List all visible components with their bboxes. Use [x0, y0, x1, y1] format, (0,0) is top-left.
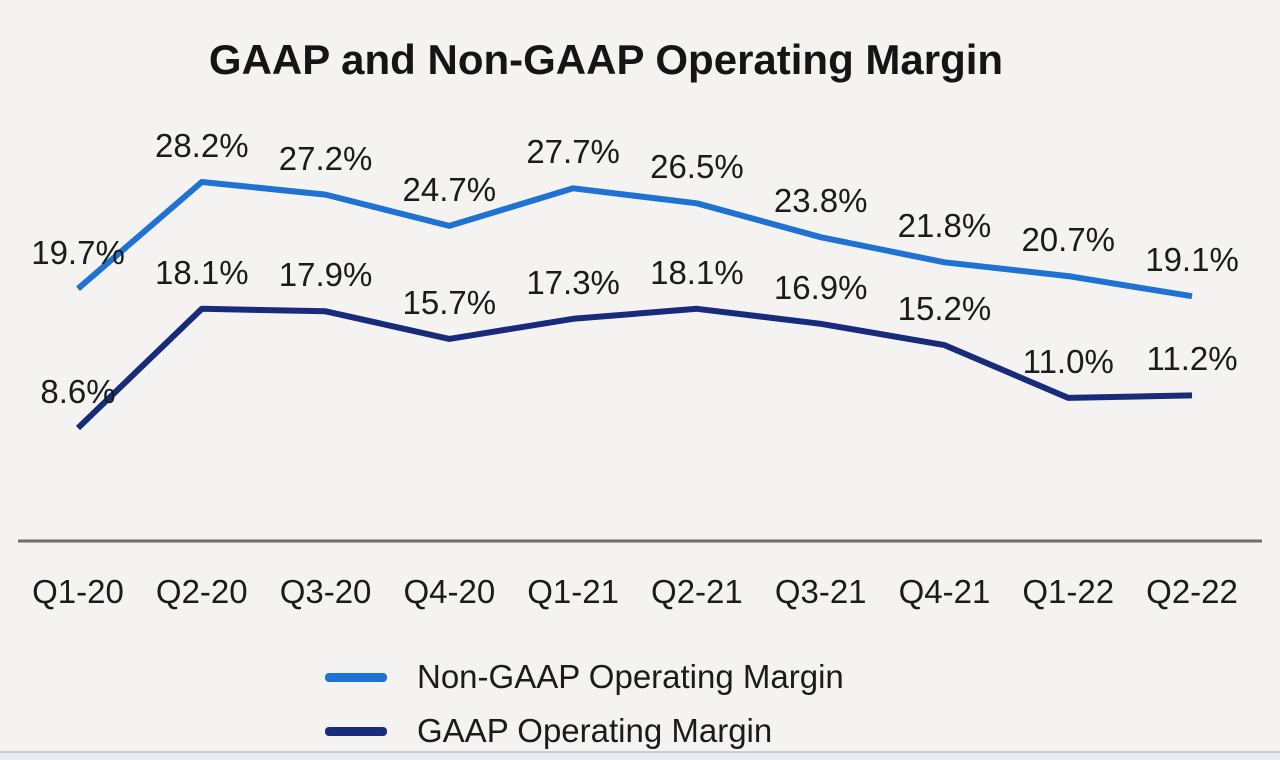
legend-label-gaap: GAAP Operating Margin	[417, 712, 773, 749]
value-label: 11.2%	[1146, 340, 1238, 378]
value-label: 19.7%	[31, 233, 125, 271]
value-label: 16.9%	[773, 268, 868, 306]
non-gaap-line	[76, 179, 1193, 300]
value-label: 27.2%	[278, 139, 373, 177]
x-tick-label: Q1-22	[1022, 573, 1115, 610]
value-label: 27.7%	[526, 133, 620, 171]
x-tick-label: Q2-22	[1146, 573, 1238, 610]
value-label: 11.0%	[1022, 342, 1114, 380]
value-label: 23.8%	[773, 182, 868, 220]
x-tick-label: Q3-20	[279, 573, 372, 610]
value-label: 15.7%	[402, 283, 497, 321]
value-label: 26.5%	[650, 148, 744, 186]
value-label: 19.1%	[1145, 241, 1239, 279]
value-label: 17.3%	[526, 263, 620, 301]
x-tick-label: Q1-21	[527, 573, 619, 610]
value-label: 8.6%	[40, 372, 116, 410]
x-tick-label: Q4-21	[898, 573, 991, 610]
value-label: 15.2%	[897, 290, 992, 328]
x-tick-label: Q3-21	[774, 573, 867, 610]
legend-label-non-gaap: Non-GAAP Operating Margin	[417, 658, 844, 695]
bottom-edge-strip	[0, 751, 1280, 760]
value-label: 18.1%	[650, 253, 744, 291]
value-label: 17.9%	[278, 256, 373, 294]
legend-swatch-gaap	[325, 726, 387, 736]
gaap-line	[75, 305, 1193, 431]
value-label: 24.7%	[402, 170, 497, 208]
x-tick-label: Q1-20	[32, 573, 124, 610]
x-tick-label: Q2-21	[651, 573, 743, 610]
value-label: 28.2%	[154, 127, 249, 164]
legend-swatch-non-gaap	[325, 672, 387, 682]
legend-item-gaap: GAAP Operating Margin	[325, 704, 844, 758]
legend-item-non-gaap: Non-GAAP Operating Margin	[325, 650, 844, 704]
value-label: 20.7%	[1021, 221, 1116, 259]
legend: Non-GAAP Operating Margin GAAP Operating…	[325, 650, 844, 758]
value-label: 21.8%	[897, 207, 992, 245]
x-tick-label: Q4-20	[403, 573, 496, 610]
chart-title: GAAP and Non-GAAP Operating Margin	[208, 36, 1004, 83]
value-label: 18.1%	[154, 253, 249, 291]
x-tick-label: Q2-20	[155, 573, 248, 610]
